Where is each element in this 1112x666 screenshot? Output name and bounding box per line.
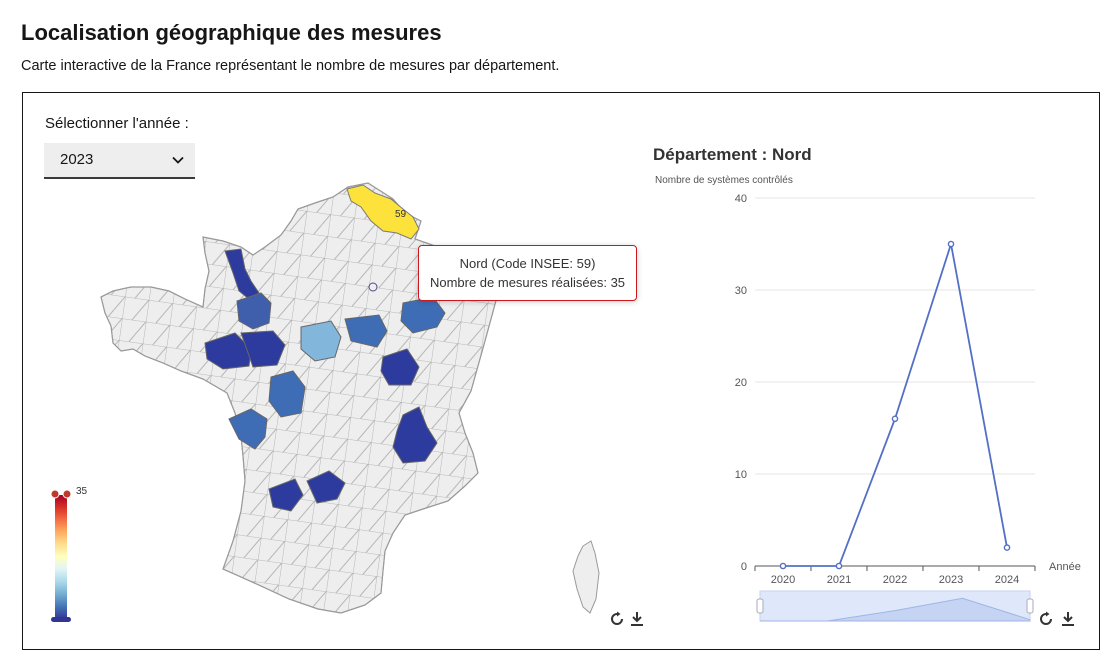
zoom-handle-left	[756, 598, 764, 614]
year-select[interactable]: 2023	[44, 143, 195, 179]
data-point	[891, 415, 899, 423]
chart-restore-icon[interactable]	[1038, 611, 1054, 627]
chart-y-axis-label: Nombre de systèmes contrôlés	[655, 175, 793, 186]
y-tick-label: 0	[741, 561, 747, 573]
department-lot-et-garonne	[268, 478, 304, 512]
chevron-down-icon	[172, 156, 184, 164]
zoom-preview	[760, 597, 1031, 622]
data-point	[835, 562, 843, 570]
visual-map-legend[interactable]	[49, 489, 79, 625]
department-vienne	[268, 370, 306, 418]
paris-marker	[368, 282, 378, 292]
legend-max-label: 35	[76, 486, 88, 497]
download-icon[interactable]	[629, 611, 645, 627]
y-tick-label: 30	[735, 285, 747, 297]
department-59-label: 59	[395, 209, 407, 220]
department-charente-maritime	[228, 408, 268, 450]
x-tick-label: 2020	[771, 574, 795, 586]
zoom-handle-right	[1026, 598, 1034, 614]
x-tick-label: 2022	[883, 574, 907, 586]
year-select-label: Sélectionner l'année :	[45, 115, 189, 132]
map-tooltip: Nord (Code INSEE: 59) Nombre de mesures …	[418, 245, 637, 301]
year-select-value: 2023	[60, 151, 94, 168]
data-point	[779, 562, 787, 570]
page-subtitle: Carte interactive de la France représent…	[21, 58, 560, 74]
department-tarn-et-garonne	[306, 470, 346, 504]
chart-download-icon[interactable]	[1060, 611, 1076, 627]
legend-max-handle	[50, 489, 60, 499]
tooltip-line-2: Nombre de mesures réalisées: 35	[429, 275, 626, 290]
department-nievre	[380, 348, 420, 386]
chart-title: Département : Nord	[653, 145, 812, 164]
department-loire-atlantique	[204, 332, 252, 370]
x-tick-label: 2024	[995, 574, 1019, 586]
visualization-frame: Sélectionner l'année : 2023 59	[22, 92, 1100, 650]
data-point	[1003, 544, 1011, 551]
x-tick-label: 2021	[827, 574, 851, 586]
y-tick-label: 20	[735, 377, 747, 389]
department-maine-et-loire	[240, 330, 286, 368]
corsica-region	[572, 540, 600, 614]
legend-min-handle	[51, 617, 71, 622]
department-manche	[224, 248, 260, 300]
department-loiret	[344, 314, 388, 348]
department-mayenne	[236, 292, 272, 330]
department-59	[346, 184, 420, 240]
series-line	[783, 243, 1008, 567]
line-chart[interactable]: Nombre de systèmes contrôlés 0 10 20 30 40 2…	[623, 173, 1093, 633]
tooltip-line-1: Nord (Code INSEE: 59)	[459, 256, 596, 271]
department-rhone-loire	[392, 406, 438, 464]
data-point	[947, 240, 955, 248]
legend-color-bar	[55, 495, 67, 619]
legend-max-handle-right	[62, 489, 72, 499]
y-tick-label: 40	[735, 193, 747, 205]
restore-icon[interactable]	[609, 611, 625, 627]
page-title: Localisation géographique des mesures	[21, 20, 442, 45]
x-tick-label: 2023	[939, 574, 963, 586]
department-loir-et-cher	[300, 320, 342, 362]
y-tick-label: 10	[735, 469, 747, 481]
chart-x-axis-label: Année	[1049, 561, 1081, 573]
